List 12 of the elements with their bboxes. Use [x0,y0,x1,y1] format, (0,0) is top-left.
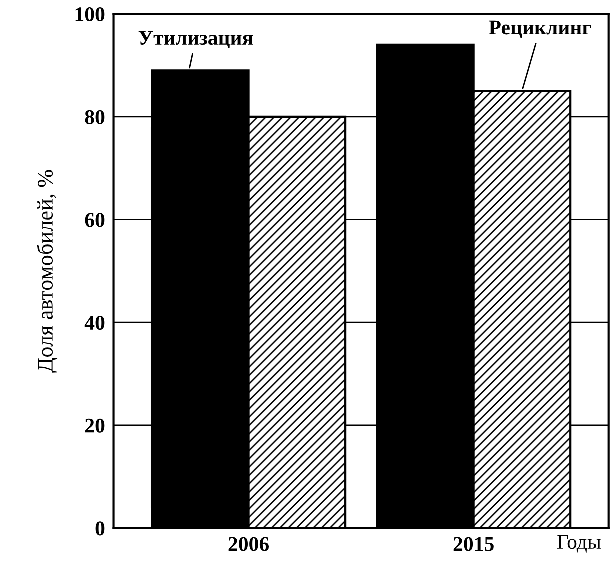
x-tick-label: 2006 [228,537,270,552]
y-tick-label: 60 [85,213,105,228]
series-label: Утилизация [138,31,253,48]
y-tick-label: 100 [76,8,105,22]
text: Рециклинг [489,20,592,38]
y-tick-label: 0 [96,522,105,536]
x-axis-title: Годы [557,535,601,553]
y-tick-label: 20 [85,418,105,433]
y-axis-title: Доля автомобилей, % [36,170,58,373]
y-tick-label: 80 [85,110,105,124]
x-tick-label: 2015 [454,537,494,552]
y-tick-label: 40 [84,316,105,330]
